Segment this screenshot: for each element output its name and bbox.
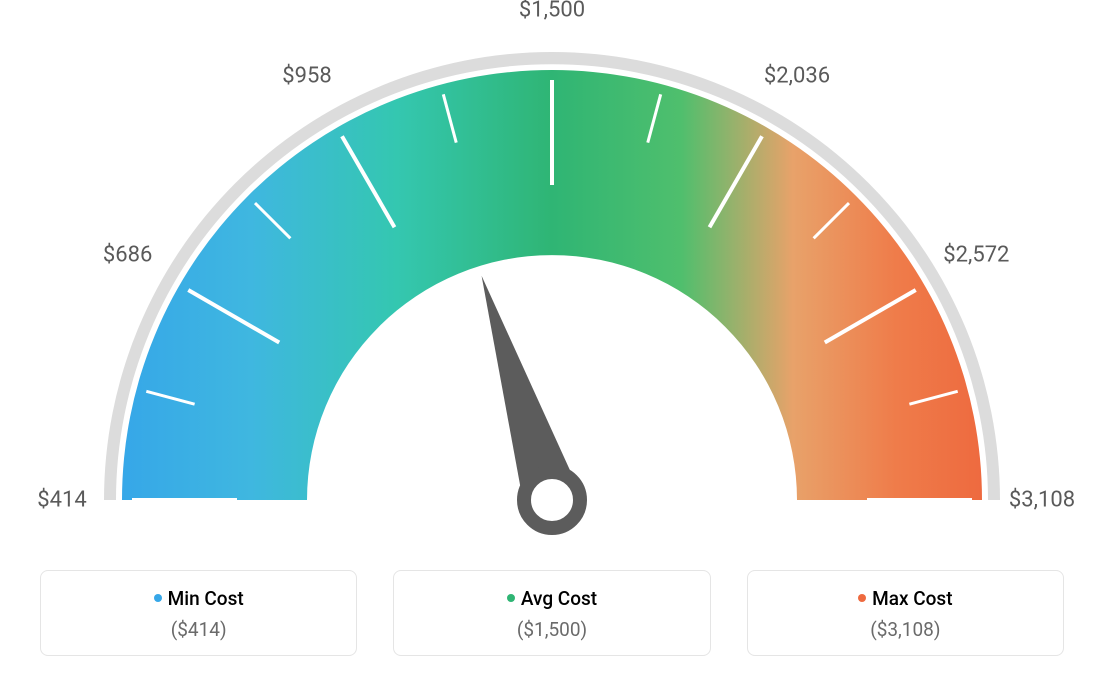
legend-title-avg: Avg Cost <box>404 587 699 610</box>
gauge-tick-label: $2,036 <box>764 63 830 88</box>
gauge-tick-label: $958 <box>282 63 331 88</box>
legend-card-min: Min Cost ($414) <box>40 570 357 656</box>
legend-row: Min Cost ($414) Avg Cost ($1,500) Max Co… <box>0 570 1104 656</box>
legend-card-avg: Avg Cost ($1,500) <box>393 570 710 656</box>
gauge-tick-label: $414 <box>37 488 86 513</box>
gauge-svg <box>0 0 1104 560</box>
legend-card-max: Max Cost ($3,108) <box>747 570 1064 656</box>
gauge-tick-label: $2,572 <box>943 243 1009 268</box>
dot-avg <box>507 594 515 602</box>
legend-title-min: Min Cost <box>51 587 346 610</box>
dot-max <box>858 594 866 602</box>
gauge-tick-label: $3,108 <box>1009 488 1075 513</box>
gauge-tick-label: $686 <box>103 243 152 268</box>
gauge-area: $414 $686 $958 $1,500 $2,036 $2,572 $3,108 <box>0 0 1104 560</box>
legend-title-max: Max Cost <box>758 587 1053 610</box>
dot-min <box>154 594 162 602</box>
legend-title-max-text: Max Cost <box>872 587 952 610</box>
legend-title-avg-text: Avg Cost <box>521 587 597 610</box>
legend-value-max: ($3,108) <box>758 618 1053 641</box>
cost-gauge-widget: $414 $686 $958 $1,500 $2,036 $2,572 $3,108 Min… <box>0 0 1104 690</box>
gauge-hub <box>524 472 580 528</box>
legend-value-min: ($414) <box>51 618 346 641</box>
legend-value-avg: ($1,500) <box>404 618 699 641</box>
legend-title-min-text: Min Cost <box>168 587 244 610</box>
gauge-tick-label: $1,500 <box>519 0 585 23</box>
